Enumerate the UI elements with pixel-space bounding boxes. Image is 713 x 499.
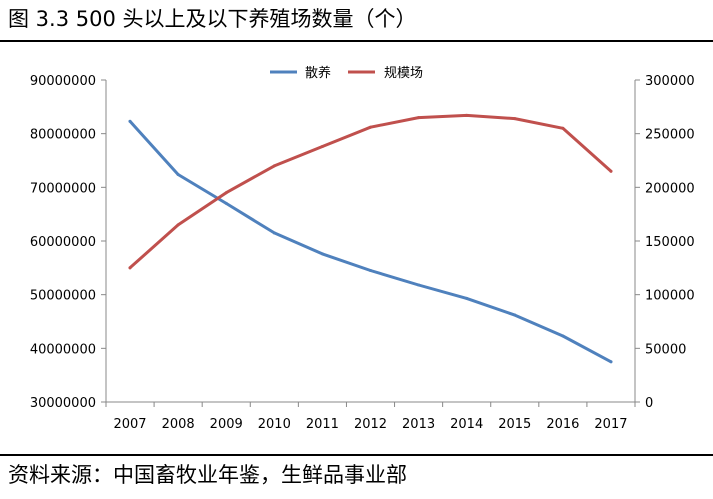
left-tick-label: 70000000 [30,181,96,196]
source-note: 资料来源：中国畜牧业年鉴，生鲜品事业部 [8,463,407,487]
left-tick-label: 60000000 [30,235,96,250]
data-point [369,269,372,273]
x-tick-label: 2009 [210,417,243,432]
left-axis-ticks: 90000000 80000000 70000000 60000000 50000000… [30,74,106,411]
right-axis-ticks: 300000 250000 200000 150000 100000 50000 0 [635,74,695,411]
right-tick-label: 150000 [645,235,695,250]
legend-label-scattered: 散养 [305,65,331,81]
data-point [320,252,324,256]
x-tick-label: 2017 [594,417,627,432]
data-point [513,313,517,317]
x-tick-label: 2008 [162,417,195,432]
data-point [465,113,469,117]
data-point [609,360,613,364]
data-point [176,223,180,227]
data-point [128,119,132,123]
left-tick-label: 90000000 [30,74,96,89]
x-tick-label: 2014 [450,417,483,432]
x-tick-label: 2011 [306,417,339,432]
legend-label-large-scale: 规模场 [384,66,423,81]
data-point [369,125,372,129]
x-tick-label: 2013 [402,417,435,432]
x-tick-label: 2015 [498,417,531,432]
right-tick-label: 200000 [645,181,695,196]
data-point [561,334,565,338]
series-line-scattered [128,119,613,364]
series-line-large-scale [128,113,613,270]
series-layer [128,113,613,364]
data-point [224,201,228,205]
right-tick-label: 300000 [645,74,695,89]
legend: 散养 规模场 [270,65,423,81]
x-tick-label: 2007 [113,417,146,432]
left-tick-label: 30000000 [30,396,96,411]
data-point [513,117,517,121]
line-chart: 90000000 80000000 70000000 60000000 50000000… [30,65,695,432]
data-point [128,266,132,270]
left-tick-label: 50000000 [30,289,96,304]
source-divider [0,454,713,456]
x-tick-label: 2012 [354,417,387,432]
data-point [176,172,180,176]
data-point [272,231,276,235]
right-tick-label: 50000 [645,342,686,357]
right-tick-label: 100000 [645,289,695,304]
data-point [609,169,613,173]
data-point [272,164,276,168]
data-point [320,145,324,149]
x-axis-ticks: 2007 2008 2009 2010 2011 2012 2013 2014 2015 2016… [105,402,636,432]
right-tick-label: 250000 [645,128,695,143]
title-divider [0,40,713,42]
data-point [465,296,469,300]
data-point [561,126,565,130]
page-title: 图 3.3 500 头以上及以下养殖场数量（个） [8,7,417,31]
x-tick-label: 2016 [546,417,579,432]
data-point [417,116,421,120]
right-tick-label: 0 [645,396,653,411]
left-tick-label: 80000000 [30,128,96,143]
data-point [417,283,421,287]
left-tick-label: 40000000 [30,342,96,357]
x-tick-label: 2010 [258,417,291,432]
data-point [224,191,228,195]
